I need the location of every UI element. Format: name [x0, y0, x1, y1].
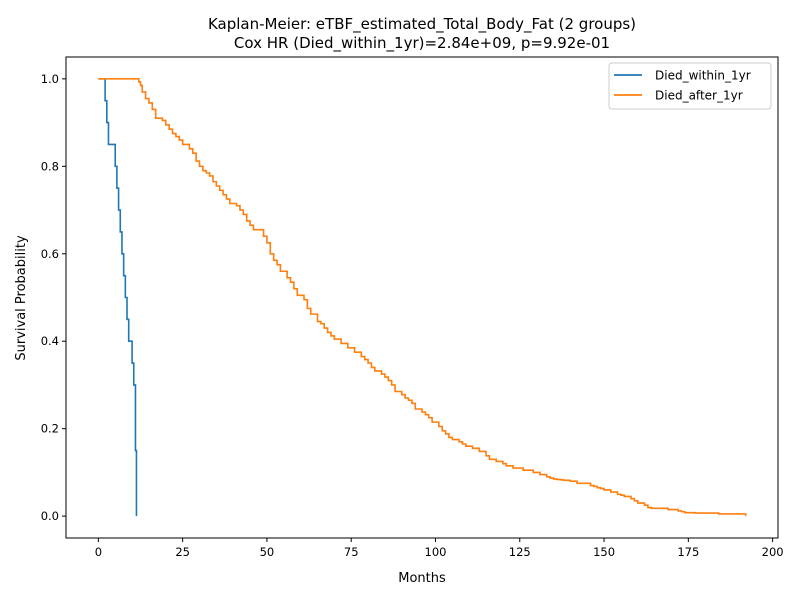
y-tick-label: 1.0 — [41, 72, 59, 86]
y-axis-label: Survival Probability — [14, 235, 29, 361]
chart-title: Kaplan-Meier: eTBF_estimated_Total_Body_… — [208, 15, 636, 34]
x-axis: 0 25 50 75 100 125 150 175 200 — [95, 538, 784, 559]
y-tick-label: 0.8 — [41, 159, 59, 173]
plot-area: 0 25 50 75 100 125 150 175 200 0.0 0.2 0.4 0.6 0.8 1.… — [41, 56, 784, 559]
y-tick-label: 0.2 — [41, 422, 59, 436]
plot-frame — [65, 56, 779, 539]
series-line-died-within-1yr — [98, 78, 138, 517]
y-tick-label: 0.6 — [41, 247, 59, 261]
x-tick-label: 200 — [762, 545, 784, 559]
x-tick-label: 125 — [509, 545, 531, 559]
x-tick-label: 25 — [175, 545, 190, 559]
x-tick-label: 175 — [677, 545, 699, 559]
x-tick-label: 50 — [260, 545, 275, 559]
x-axis-label: Months — [398, 571, 446, 586]
x-tick-label: 150 — [593, 545, 615, 559]
legend-items: Died_within_1yr Died_after_1yr — [614, 69, 751, 103]
y-axis: 0.0 0.2 0.4 0.6 0.8 1.0 — [41, 72, 66, 523]
y-tick-label: 0.0 — [41, 509, 59, 523]
legend-label: Died_within_1yr — [655, 69, 751, 83]
x-tick-label: 75 — [344, 545, 359, 559]
y-tick-label: 0.4 — [41, 334, 59, 348]
x-tick-label: 100 — [425, 545, 447, 559]
series-line-died-after-1yr — [98, 78, 747, 517]
legend-label: Died_after_1yr — [655, 89, 743, 103]
x-tick-label: 0 — [95, 545, 102, 559]
chart-subtitle: Cox HR (Died_within_1yr)=2.84e+09, p=9.9… — [234, 34, 610, 53]
series-layer — [98, 78, 747, 517]
legend: Died_within_1yr Died_after_1yr — [608, 62, 772, 110]
legend-frame — [608, 62, 772, 110]
